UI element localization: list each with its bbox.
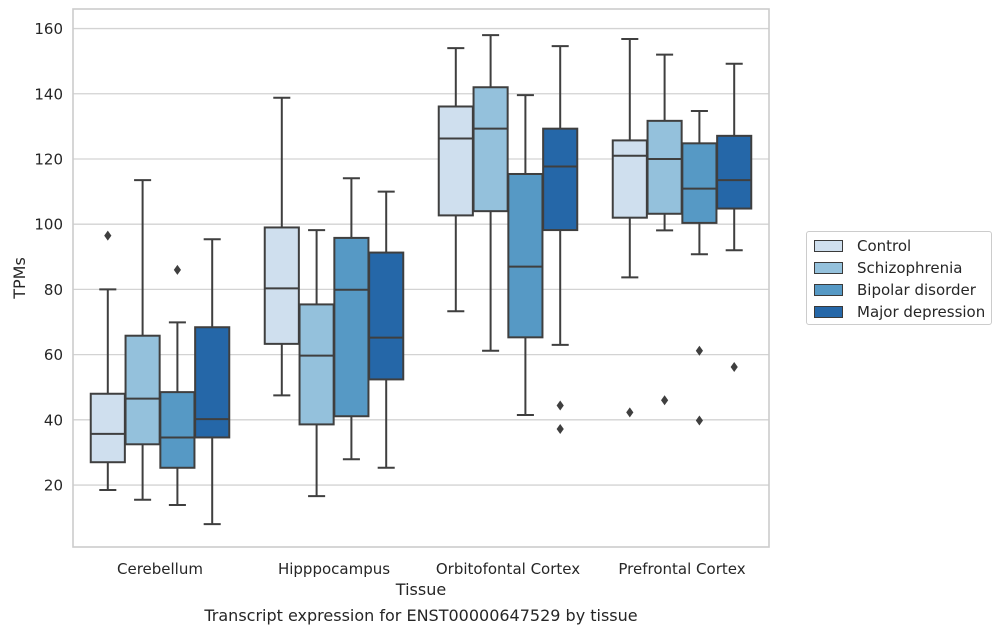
box-iqr bbox=[333, 236, 370, 418]
y-tick-label: 60 bbox=[44, 346, 63, 364]
box-plot bbox=[124, 179, 161, 501]
box-plot bbox=[542, 45, 579, 434]
legend-label-major-depression: Major depression bbox=[857, 303, 986, 321]
box-iqr bbox=[542, 127, 579, 232]
outlier-marker bbox=[695, 415, 703, 426]
box-plot bbox=[716, 62, 753, 373]
box-iqr bbox=[368, 251, 405, 381]
box-iqr bbox=[89, 392, 126, 464]
x-tick-label: Cerebellum bbox=[117, 560, 203, 578]
box-plot bbox=[368, 190, 405, 469]
x-tick-label: Hipppocampus bbox=[278, 560, 390, 578]
y-tick-label: 140 bbox=[34, 85, 63, 103]
box-plot bbox=[89, 230, 126, 491]
box-iqr bbox=[716, 134, 753, 210]
outlier-marker bbox=[556, 423, 564, 434]
y-tick-label: 80 bbox=[44, 281, 63, 299]
box-plot bbox=[611, 37, 648, 418]
y-tick-labels: 20 40 60 80 100 120 140 160 bbox=[34, 20, 63, 494]
legend-swatch-bipolar-disorder bbox=[814, 284, 843, 296]
box-plot bbox=[263, 96, 300, 397]
box-iqr bbox=[611, 139, 648, 219]
box-iqr bbox=[159, 391, 196, 469]
legend-item-schizophrenia: Schizophrenia bbox=[814, 257, 962, 279]
box-iqr bbox=[124, 334, 161, 446]
legend: Control Schizophrenia Bipolar disorder M… bbox=[806, 231, 992, 325]
box-plot bbox=[298, 229, 335, 498]
box-plot bbox=[472, 34, 509, 352]
outlier-marker bbox=[173, 264, 181, 275]
y-axis-label: TPMs bbox=[10, 257, 29, 300]
box-plots bbox=[89, 34, 753, 526]
legend-label-bipolar-disorder: Bipolar disorder bbox=[857, 281, 976, 299]
box-iqr bbox=[646, 119, 683, 215]
legend-swatch-major-depression bbox=[814, 306, 843, 318]
outlier-marker bbox=[661, 395, 669, 406]
y-tick-label: 20 bbox=[44, 477, 63, 495]
y-tick-label: 120 bbox=[34, 150, 63, 168]
outlier-marker bbox=[695, 345, 703, 356]
box-plot bbox=[646, 53, 683, 406]
box-iqr bbox=[437, 105, 474, 217]
outlier-marker bbox=[104, 230, 112, 241]
outlier-marker bbox=[730, 362, 738, 373]
box-plot bbox=[333, 177, 370, 461]
legend-swatch-schizophrenia bbox=[814, 262, 843, 274]
x-axis-label: Tissue bbox=[395, 580, 446, 599]
box-iqr bbox=[681, 142, 718, 224]
box-plot bbox=[507, 94, 544, 416]
x-tick-label: Orbitofontal Cortex bbox=[436, 560, 580, 578]
legend-swatch-control bbox=[814, 240, 843, 252]
box-iqr bbox=[507, 172, 544, 339]
x-tick-labels: Cerebellum Hipppocampus Orbitofontal Corte… bbox=[117, 560, 746, 578]
outlier-marker bbox=[626, 407, 634, 418]
box-plot bbox=[194, 238, 231, 526]
y-tick-label: 100 bbox=[34, 216, 63, 234]
box-plot bbox=[437, 47, 474, 313]
box-iqr bbox=[472, 86, 509, 213]
box-iqr bbox=[298, 303, 335, 426]
plot-frame bbox=[72, 8, 770, 548]
box-plot bbox=[681, 110, 718, 426]
y-tick-label: 40 bbox=[44, 411, 63, 429]
legend-item-control: Control bbox=[814, 235, 911, 257]
legend-item-major-depression: Major depression bbox=[814, 301, 985, 323]
legend-item-bipolar-disorder: Bipolar disorder bbox=[814, 279, 976, 301]
outlier-marker bbox=[556, 400, 564, 411]
box-plot bbox=[159, 264, 196, 506]
box-iqr bbox=[194, 326, 231, 439]
x-tick-label: Prefrontal Cortex bbox=[618, 560, 745, 578]
legend-label-control: Control bbox=[857, 237, 912, 255]
legend-label-schizophrenia: Schizophrenia bbox=[857, 259, 963, 277]
box-iqr bbox=[263, 226, 300, 345]
y-tick-label: 160 bbox=[34, 20, 63, 38]
figure-caption: Transcript expression for ENST0000064752… bbox=[204, 606, 638, 625]
